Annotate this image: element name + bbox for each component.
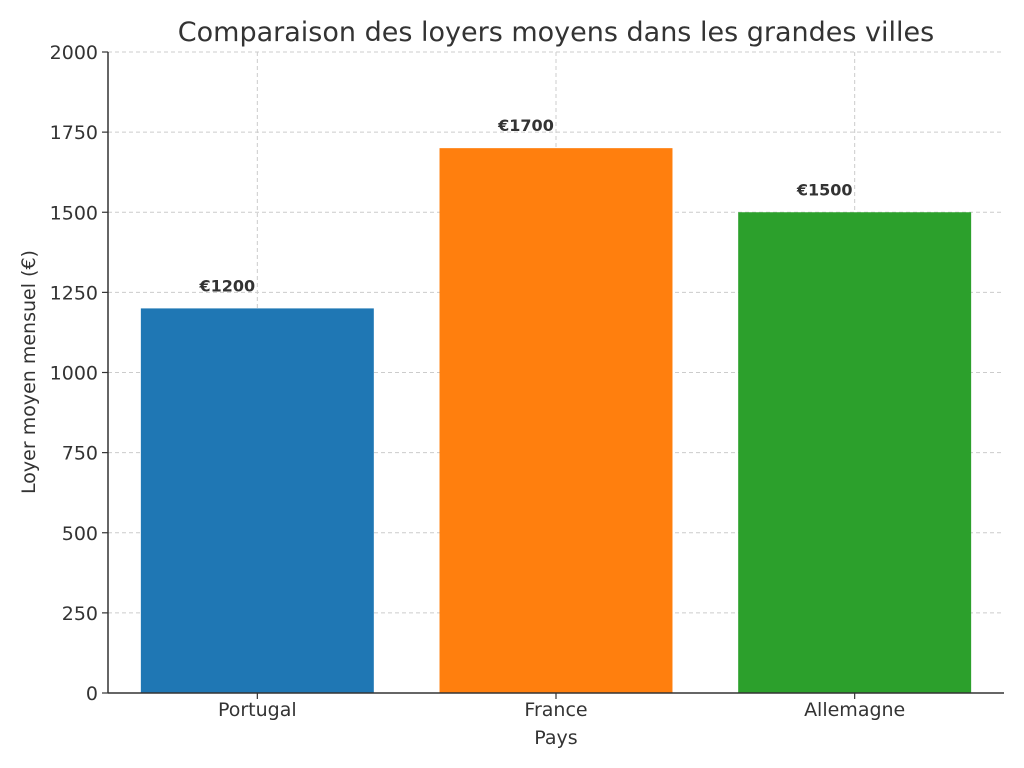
x-axis-label: Pays — [534, 727, 577, 749]
bar-allemagne — [738, 212, 972, 693]
x-tick-label: France — [524, 699, 587, 721]
bar-value-label: €1700 — [497, 116, 554, 135]
bar-value-label: €1500 — [796, 180, 853, 199]
bar-portugal — [140, 308, 374, 693]
y-tick-label: 1250 — [50, 282, 98, 304]
x-tick-label: Allemagne — [804, 699, 905, 721]
axes-layer — [102, 51, 1004, 699]
bar-france — [439, 148, 673, 693]
y-tick-label: 500 — [62, 523, 98, 545]
x-tick-label: Portugal — [218, 699, 297, 721]
y-tick-label: 250 — [62, 603, 98, 625]
y-tick-label: 1750 — [50, 122, 98, 144]
y-tick-label: 750 — [62, 443, 98, 465]
bars-layer — [140, 148, 972, 693]
y-tick-label: 1000 — [50, 363, 98, 385]
y-tick-label: 1500 — [50, 202, 98, 224]
chart-title: Comparaison des loyers moyens dans les g… — [178, 17, 934, 48]
labels-layer: 0 250 500 750 1000 1250 1500 1750 2000 €1200 Portu… — [50, 42, 906, 721]
bar-value-label: €1200 — [198, 276, 255, 295]
y-tick-label: 0 — [86, 683, 98, 705]
y-tick-label: 2000 — [50, 42, 98, 64]
y-axis-label: Loyer moyen mensuel (€) — [18, 250, 40, 494]
